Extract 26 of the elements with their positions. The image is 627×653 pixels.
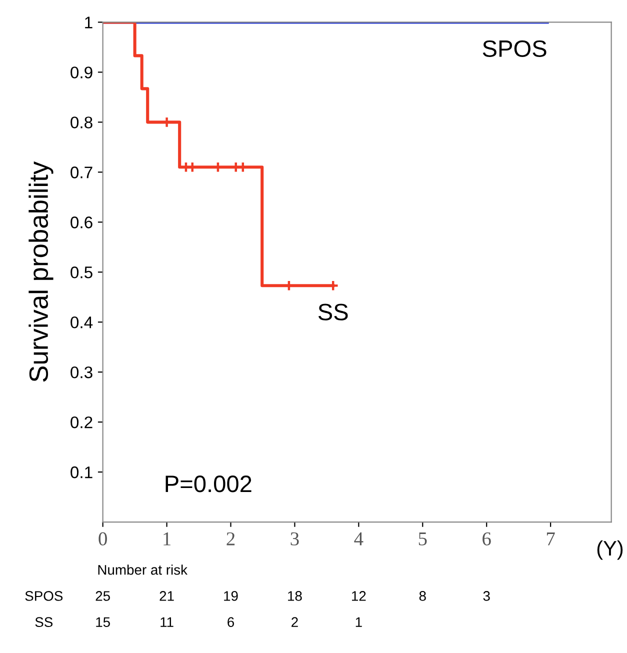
y-tick-label: 0.9 <box>70 66 92 78</box>
series-label: SS <box>318 304 348 320</box>
y-tick-label: 0.4 <box>70 316 93 328</box>
y-tick-label: 0.8 <box>70 116 92 128</box>
text: SPOS 25 21 19 18 12 8 3 <box>25 591 490 601</box>
x-tick-label: 1 <box>164 532 170 546</box>
x-tick-label: 5 <box>418 532 427 546</box>
y-tick-label: 0.5 <box>70 266 92 278</box>
y-tick-label: 0.2 <box>70 416 92 428</box>
annotation: P=0.002 <box>166 476 252 492</box>
y-tick-label: 0.6 <box>70 216 92 228</box>
y-tick-label: 0.1 <box>70 466 92 478</box>
x-axis-title: (Y) <box>597 540 623 560</box>
x-tick-label: 7 <box>546 532 555 546</box>
series-label: SPOS <box>482 40 546 58</box>
x-tick-label: 3 <box>290 532 299 546</box>
x-tick-label: 6 <box>482 532 491 546</box>
y-tick-label: 1 <box>85 16 92 28</box>
y-axis-title: Survival probability <box>28 161 54 382</box>
text: SS 15 11 6 2 1 <box>35 617 362 628</box>
x-tick-label: 0 <box>98 532 107 546</box>
text: Number at risk <box>98 564 188 575</box>
x-tick-label: 4 <box>354 532 364 546</box>
x-tick-label: 2 <box>226 532 235 546</box>
y-tick-label: 0.3 <box>70 366 92 378</box>
y-tick-label: 0.7 <box>70 166 92 178</box>
